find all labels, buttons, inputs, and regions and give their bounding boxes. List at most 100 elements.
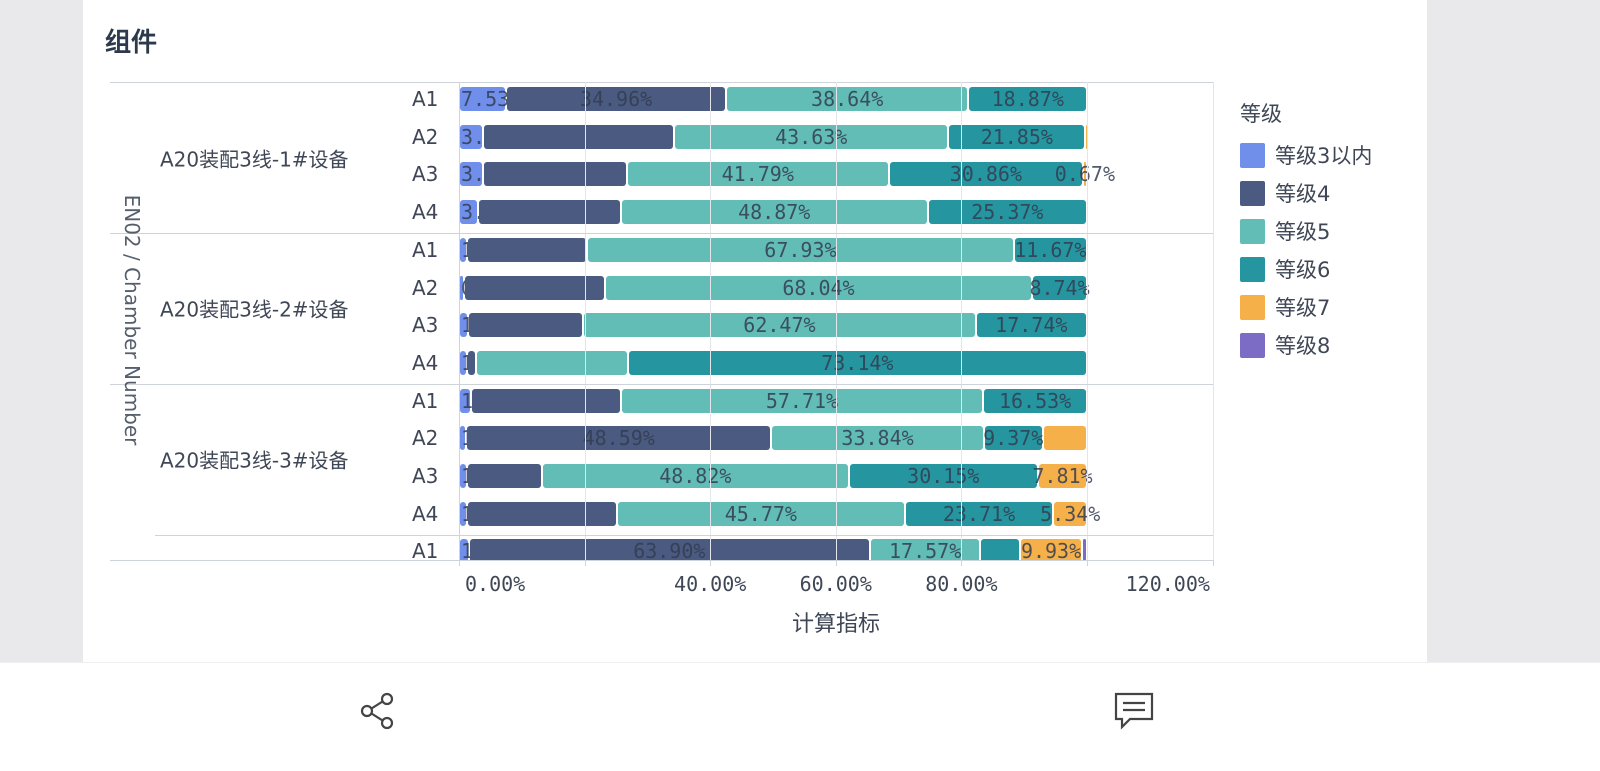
bar-segment-1[interactable] [460,237,466,262]
gridline [710,82,712,560]
bar-segment-1[interactable] [460,162,482,187]
bar-segment-3[interactable] [543,464,848,488]
x-tick-label: 40.00% [674,572,747,596]
bar-segment-2[interactable] [467,237,587,262]
bar-segment-3[interactable] [584,313,975,338]
row-label: A3 [412,464,439,488]
bar-segment-5[interactable] [1038,464,1086,488]
bar-segment-1[interactable] [460,539,468,560]
plot-area: A17.53%34.96%38.64%18.87%A23.77%43.63%21… [412,87,1115,560]
bar-segment-4[interactable] [628,350,1086,375]
bar-segment-2[interactable] [471,388,620,413]
x-tick-mark [835,560,837,566]
bar-segment-3[interactable] [726,87,968,111]
legend-swatch [1240,218,1265,244]
bar-segment-1[interactable] [460,275,464,300]
bar-segment-3[interactable] [870,539,980,560]
bar-segment-4[interactable] [949,124,1085,149]
bar-segment-1[interactable] [460,124,482,149]
bar-segment-1[interactable] [460,501,467,526]
bar-segment-4[interactable] [905,501,1053,526]
x-tick-mark [1212,560,1214,566]
bar-segment-1[interactable] [460,87,506,111]
row-label: A2 [412,426,439,451]
page-background-left [0,0,83,662]
bar-segment-2[interactable] [507,87,725,111]
bar-segment-3[interactable] [621,388,983,413]
bar-segment-4[interactable] [984,388,1086,413]
legend-swatch [1240,180,1265,206]
legend-swatch [1240,256,1265,282]
bar-segment-1[interactable] [460,350,466,375]
bar-segment-3[interactable] [627,162,888,187]
group-separator [110,233,1213,235]
bar-segment-2[interactable] [468,501,617,526]
group-label: A20装配3线-3#设备 [160,448,349,473]
bar-segment-1[interactable] [460,313,468,338]
legend-label: 等级7 [1275,296,1331,320]
bar-segment-1[interactable] [460,464,466,488]
bar-segment-1[interactable] [460,388,470,413]
gridline [1212,82,1214,560]
legend-item[interactable]: 等级3以内 [1240,140,1372,170]
legend-label: 等级4 [1275,182,1331,206]
legend-item[interactable]: 等级6 [1240,254,1330,284]
legend-item[interactable]: 等级4 [1240,178,1330,208]
bar-segment-2[interactable] [483,162,626,187]
legend-swatch [1240,294,1265,320]
bar-segment-6[interactable] [1083,539,1086,560]
y-axis-line [459,82,460,560]
row-label: A1 [412,388,439,413]
share-icon[interactable] [357,690,399,736]
bar-segment-3[interactable] [605,275,1032,300]
bar-segment-4[interactable] [984,426,1042,451]
bar-segment-3[interactable] [588,237,1013,262]
page-title: 组件 [105,28,158,58]
bar-segment-3[interactable] [621,200,927,225]
x-tick-mark [584,560,586,566]
bar-segment-2[interactable] [469,313,583,338]
bar-segment-2[interactable] [467,464,542,488]
bar-segment-5[interactable] [1043,426,1086,451]
legend-item[interactable]: 等级7 [1240,292,1330,322]
row-label: A1 [412,539,439,560]
bar-segment-3[interactable] [772,426,983,451]
bar-segment-4[interactable] [1033,275,1086,300]
bar-segment-2[interactable] [465,275,604,300]
bar-segment-4[interactable] [969,87,1086,111]
x-tick-label: 80.00% [925,572,998,596]
legend-label: 等级3以内 [1275,144,1373,168]
bar-segment-1[interactable] [460,200,477,225]
x-tick-mark [710,560,712,566]
row-label: A4 [412,200,439,225]
bar-segment-2[interactable] [478,200,620,225]
row-label: A2 [412,124,439,149]
bar-segment-2[interactable] [467,426,771,451]
x-tick-mark [459,560,460,566]
row-label: A4 [412,350,439,375]
bar-segment-4[interactable] [976,313,1086,338]
legend-title: 等级 [1240,102,1282,126]
bar-segment-1[interactable] [460,426,466,451]
bar-segment-4[interactable] [981,539,1019,560]
bar-segment-5[interactable] [1083,162,1086,187]
page-background-right [1427,0,1600,662]
legend-item[interactable]: 等级5 [1240,216,1330,246]
gridline [835,82,837,560]
bar-segment-3[interactable] [477,350,627,375]
bar-segment-2[interactable] [483,124,674,149]
bar-segment-3[interactable] [675,124,948,149]
bar-segment-4[interactable] [849,464,1037,488]
bar-segment-3[interactable] [618,501,904,526]
bar-segment-4[interactable] [1014,237,1086,262]
legend-label: 等级8 [1275,334,1331,358]
bar-segment-5[interactable] [1020,539,1082,560]
bar-segment-4[interactable] [928,200,1086,225]
bar-segment-2[interactable] [467,350,476,375]
bar-segment-4[interactable] [889,162,1082,187]
comment-icon[interactable] [1113,690,1155,736]
group-label: A20装配3线-1#设备 [160,147,349,172]
legend-item[interactable]: 等级8 [1240,330,1330,360]
bar-segment-2[interactable] [469,539,869,560]
bar-segment-5[interactable] [1054,501,1086,526]
